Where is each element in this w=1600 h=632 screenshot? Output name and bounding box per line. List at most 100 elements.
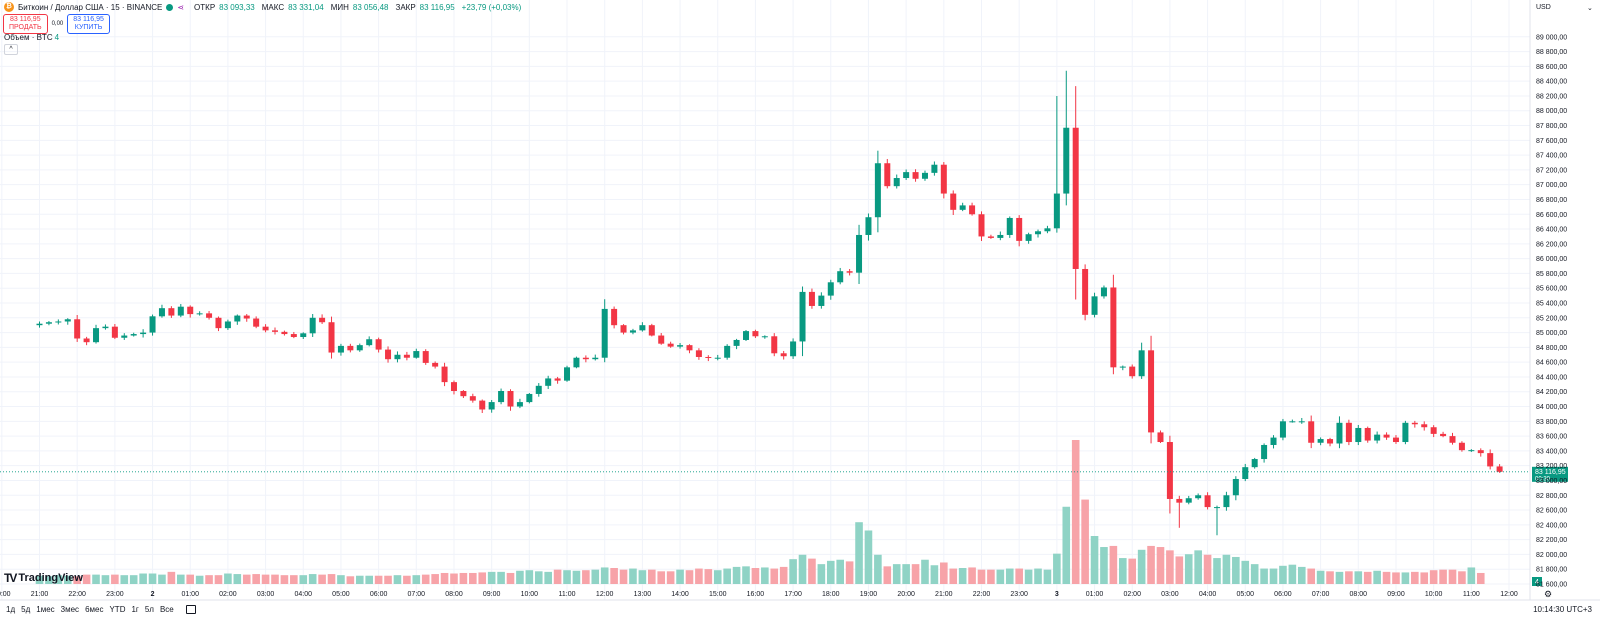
price-tick-label: 86 000,00 (1536, 256, 1567, 263)
range-1m[interactable]: 1мес (36, 605, 55, 614)
price-tick-label: 82 400,00 (1536, 522, 1567, 529)
volume-bar (1458, 571, 1466, 584)
candle-body (950, 193, 957, 210)
candle-body (488, 402, 495, 410)
time-tick-label: 14:00 (671, 591, 689, 598)
candle-body (1308, 421, 1315, 443)
symbol-legend: ₿ Биткоин / Доллар США · 15 · BINANCE ⋖ … (4, 2, 524, 12)
open-label: ОТКР (194, 2, 216, 12)
price-tick-label: 82 600,00 (1536, 508, 1567, 515)
currency-selector[interactable]: USD (1536, 4, 1551, 11)
candle-body (1421, 424, 1428, 428)
symbol-title[interactable]: Биткоин / Доллар США · 15 · BINANCE (18, 2, 163, 12)
range-6m[interactable]: 6мес (85, 605, 104, 614)
time-tick-label: 23:00 (106, 591, 124, 598)
candle-body (629, 330, 636, 333)
volume-bar (591, 569, 600, 584)
volume-bar (1260, 568, 1268, 584)
candle-body (1355, 427, 1362, 443)
buy-price: 83 116,95 (73, 16, 104, 23)
volume-bar (1250, 564, 1259, 584)
candle-body (1016, 217, 1023, 241)
price-tick-label: 82 200,00 (1536, 537, 1567, 544)
price-tick-label: 89 000,00 (1536, 34, 1567, 41)
volume-bar (1147, 545, 1155, 584)
volume-bar (63, 575, 72, 584)
volume-bar (139, 573, 147, 584)
volume-bar (1119, 558, 1127, 584)
candle-body (827, 282, 834, 296)
volume-bar (129, 575, 138, 584)
candle-body (375, 339, 382, 350)
buy-button[interactable]: 83 116,95 КУПИТЬ (67, 14, 110, 34)
candle-body (1279, 421, 1286, 438)
volume-bar (1232, 556, 1240, 584)
range-ytd[interactable]: YTD (109, 605, 126, 614)
range-1d[interactable]: 1д (6, 605, 16, 614)
candle-body (611, 308, 618, 326)
volume-bar (751, 568, 760, 584)
chevron-down-icon[interactable]: ⌄ (1587, 5, 1593, 12)
volume-bar (1043, 569, 1052, 584)
candle-body (1468, 450, 1475, 452)
gear-icon[interactable]: ⚙ (1544, 589, 1553, 599)
time-tick-label: 19:00 (860, 591, 878, 598)
range-all[interactable]: Все (159, 605, 174, 614)
share-icon[interactable]: ⋖ (177, 2, 185, 12)
market-status-icon[interactable] (166, 3, 174, 11)
range-1y[interactable]: 1г (131, 605, 139, 614)
volume-bar (845, 561, 854, 584)
volume-bar (82, 574, 91, 584)
candle-body (686, 345, 693, 351)
candle-body (1204, 495, 1211, 508)
candle-body (158, 308, 165, 317)
chevron-up-icon: ^ (9, 46, 13, 53)
volume-bar (968, 567, 976, 584)
range-5y[interactable]: 5л (144, 605, 154, 614)
volume-bar (92, 574, 100, 584)
time-tick-label: 06:00 (1274, 591, 1292, 598)
time-tick-label: 2 (151, 591, 155, 598)
candle-body (498, 390, 505, 403)
volume-bar (553, 569, 562, 584)
tradingview-logo[interactable]: TV TradingView (4, 571, 83, 585)
candle-body (535, 385, 542, 394)
candle-body (1345, 422, 1352, 443)
volume-bar (327, 574, 336, 584)
sell-button[interactable]: 83 116,95 ПРОДАТЬ (3, 14, 48, 34)
sell-label: ПРОДАТЬ (9, 24, 42, 31)
candle-body (846, 271, 853, 273)
collapse-legend-button[interactable]: ^ (4, 44, 18, 55)
candle-body (818, 295, 825, 306)
volume-bar (1373, 570, 1381, 584)
change-value: +23,79 (+0,03%) (461, 2, 522, 12)
time-tick-label: 12:00 (1500, 591, 1518, 598)
volume-bar (977, 569, 986, 584)
volume-bar (864, 530, 873, 584)
time-tick-label: 05:00 (332, 591, 350, 598)
volume-bar (252, 574, 260, 584)
candle-body (1383, 434, 1390, 438)
range-3m[interactable]: 3мес (60, 605, 80, 614)
calendar-icon[interactable] (185, 605, 196, 614)
volume-bar (487, 571, 496, 584)
candle-body (931, 164, 938, 173)
range-5d[interactable]: 5д (21, 605, 31, 614)
volume-bar (695, 568, 703, 584)
volume-legend[interactable]: Объем · BTC 4 (4, 33, 59, 42)
candle-body (545, 378, 552, 386)
volume-bar (1429, 570, 1438, 584)
clock[interactable]: 10:14:30 UTC+3 (1533, 605, 1592, 614)
volume-bar (1363, 571, 1372, 584)
candle-body (328, 322, 335, 353)
volume-bar (214, 575, 223, 584)
candle-body (262, 326, 269, 331)
price-tick-label: 86 200,00 (1536, 241, 1567, 248)
candle-body (45, 322, 52, 324)
candle-body (592, 357, 599, 360)
price-tick-label: 82 800,00 (1536, 493, 1567, 500)
volume-bar (1288, 564, 1297, 584)
last-price-badge (1532, 466, 1568, 482)
volume-bar (1467, 567, 1476, 584)
